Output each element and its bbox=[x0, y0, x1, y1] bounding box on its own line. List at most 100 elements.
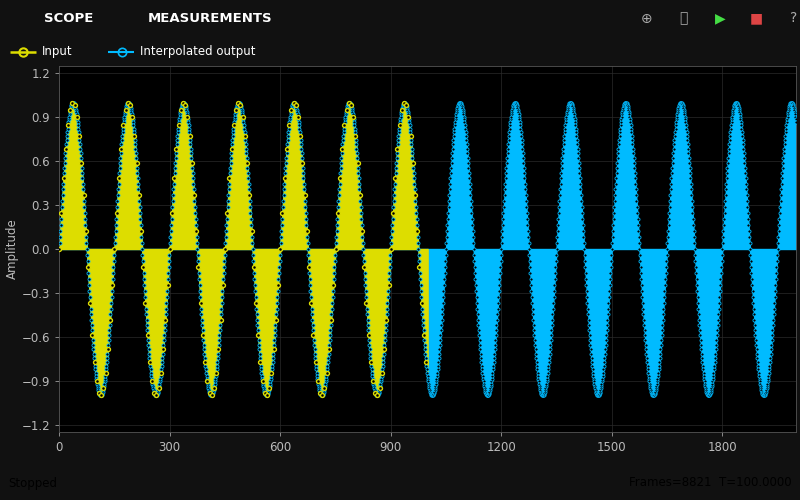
Point bbox=[786, 100, 799, 108]
Point bbox=[232, 99, 245, 107]
Point bbox=[562, 102, 574, 110]
Point bbox=[282, 122, 295, 130]
Point bbox=[167, 180, 180, 188]
Point bbox=[185, 150, 198, 158]
Point bbox=[615, 116, 628, 124]
Point bbox=[626, 140, 639, 148]
Point bbox=[158, 336, 170, 344]
Point bbox=[200, 368, 213, 376]
Point bbox=[510, 102, 523, 110]
Point bbox=[650, 386, 662, 394]
Point bbox=[756, 389, 769, 397]
Point bbox=[472, 321, 485, 329]
Point bbox=[194, 299, 207, 307]
Point bbox=[216, 282, 229, 290]
Point bbox=[569, 118, 582, 126]
Point bbox=[325, 310, 338, 318]
Point bbox=[221, 214, 234, 222]
Point bbox=[174, 108, 187, 116]
Point bbox=[65, 102, 78, 110]
Point bbox=[155, 365, 168, 373]
Point bbox=[601, 321, 614, 329]
Point bbox=[397, 101, 410, 109]
Point bbox=[161, 282, 174, 290]
Point bbox=[787, 102, 800, 110]
Point bbox=[256, 378, 269, 386]
Point bbox=[557, 145, 570, 153]
Point bbox=[263, 380, 276, 388]
Point bbox=[782, 104, 795, 112]
Point bbox=[240, 150, 253, 158]
Point bbox=[538, 389, 550, 397]
Point bbox=[757, 391, 770, 399]
Point bbox=[772, 232, 785, 240]
Point bbox=[749, 331, 762, 339]
Point bbox=[382, 288, 394, 296]
Point bbox=[366, 368, 378, 376]
Point bbox=[726, 112, 738, 120]
Point bbox=[148, 389, 161, 397]
Point bbox=[258, 389, 271, 397]
Point bbox=[85, 310, 98, 318]
Point bbox=[367, 382, 380, 390]
Point bbox=[60, 136, 73, 144]
Point bbox=[721, 164, 734, 172]
Point bbox=[366, 365, 378, 373]
Point bbox=[698, 372, 710, 380]
Point bbox=[420, 362, 433, 370]
Point bbox=[554, 174, 567, 182]
Point bbox=[291, 112, 304, 120]
Point bbox=[73, 136, 86, 144]
Point bbox=[550, 239, 563, 247]
Point bbox=[750, 350, 763, 358]
Point bbox=[515, 136, 528, 144]
Point bbox=[268, 336, 281, 344]
Point bbox=[374, 384, 386, 392]
Point bbox=[582, 304, 594, 312]
Point bbox=[722, 159, 734, 167]
Point bbox=[418, 336, 430, 344]
Point bbox=[379, 321, 392, 329]
Point bbox=[219, 239, 232, 247]
Point bbox=[510, 100, 522, 108]
Point bbox=[425, 390, 438, 398]
Point bbox=[505, 116, 518, 124]
Point bbox=[234, 104, 247, 112]
Point bbox=[483, 386, 496, 394]
Point bbox=[582, 316, 595, 324]
Point bbox=[520, 202, 533, 210]
Point bbox=[579, 264, 592, 272]
Point bbox=[226, 136, 238, 144]
Point bbox=[575, 197, 588, 205]
Point bbox=[410, 202, 422, 210]
Point bbox=[617, 106, 630, 114]
Point bbox=[324, 321, 337, 329]
Point bbox=[732, 102, 745, 110]
Point bbox=[482, 389, 495, 397]
Point bbox=[164, 232, 177, 240]
Point bbox=[525, 288, 538, 296]
Point bbox=[168, 169, 181, 177]
Point bbox=[708, 358, 721, 366]
Point bbox=[412, 251, 425, 259]
Point bbox=[774, 197, 787, 205]
Point bbox=[721, 169, 734, 177]
Point bbox=[174, 106, 187, 114]
Point bbox=[567, 110, 580, 118]
Point bbox=[412, 239, 425, 247]
Point bbox=[192, 258, 205, 266]
Point bbox=[198, 340, 210, 348]
Point bbox=[714, 276, 727, 283]
Point bbox=[450, 110, 462, 118]
Point bbox=[281, 145, 294, 153]
Point bbox=[456, 106, 469, 114]
Point bbox=[661, 239, 674, 247]
Point bbox=[551, 226, 564, 234]
Text: Stopped: Stopped bbox=[8, 476, 57, 490]
Point bbox=[174, 106, 187, 114]
Point bbox=[321, 362, 334, 370]
Point bbox=[723, 136, 736, 144]
Point bbox=[272, 282, 285, 290]
Point bbox=[314, 391, 327, 399]
Point bbox=[765, 345, 778, 353]
